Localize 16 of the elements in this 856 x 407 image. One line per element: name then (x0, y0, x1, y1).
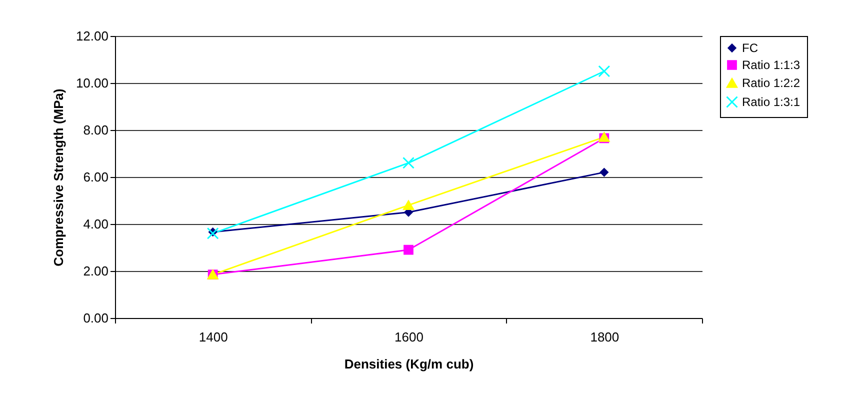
x-tick-label: 1600 (394, 330, 424, 344)
legend-label: Ratio 1:3:1 (742, 95, 800, 109)
x-tick-label: 1800 (590, 330, 620, 344)
y-axis-title: Compressive Strength (MPa) (50, 88, 66, 266)
y-tick-label: 4.00 (83, 216, 108, 232)
y-tick-label: 0.00 (83, 310, 108, 326)
y-tick-label: 6.00 (83, 170, 108, 184)
y-tick-label: 2.00 (83, 264, 108, 278)
y-tick-label: 12.00 (76, 28, 108, 44)
legend-label: Ratio 1:1:3 (742, 58, 800, 72)
y-tick-label: 8.00 (83, 122, 108, 138)
y-tick-label: 10.00 (76, 76, 108, 90)
legend-label: FC (742, 41, 758, 55)
legend-label: Ratio 1:2:2 (742, 76, 800, 90)
x-tick-label: 1400 (198, 330, 228, 344)
x-axis-title: Densities (Kg/m cub) (344, 356, 474, 372)
